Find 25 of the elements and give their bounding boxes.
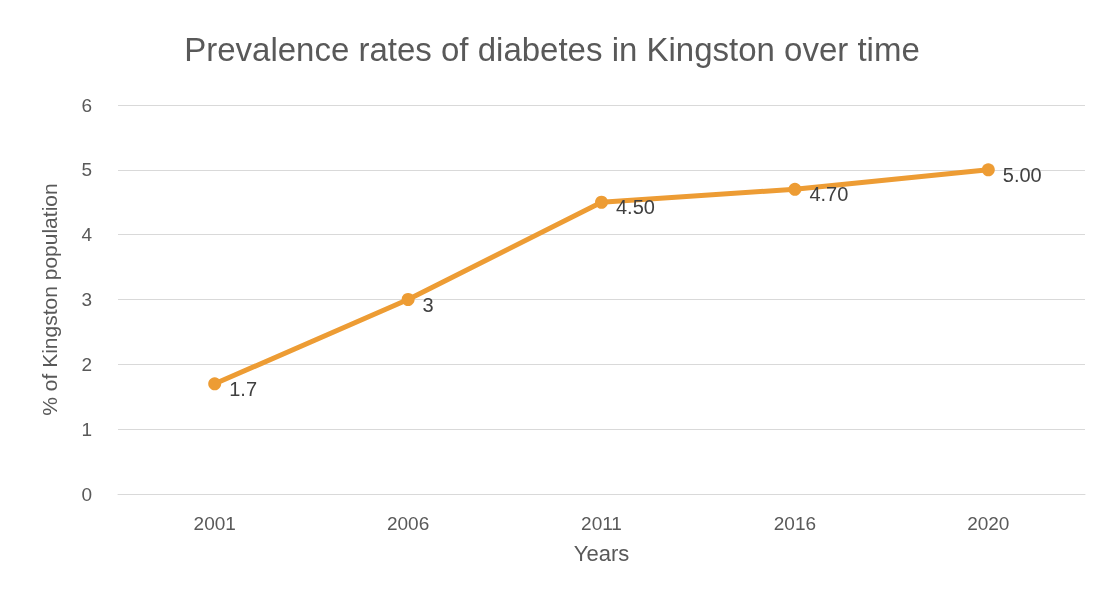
x-tick-label: 2011 [581,513,622,534]
y-tick-label: 4 [81,224,93,246]
x-tick-label: 2020 [967,513,1010,534]
y-tick-label: 0 [81,483,92,505]
data-label: 4.50 [616,196,655,219]
data-label: 3 [422,293,434,316]
x-tick-label: 2001 [193,513,236,534]
point [208,377,222,391]
y-tick-label: 3 [81,289,92,310]
y-tick-label: 5 [81,159,92,181]
y-axis-title: % of Kingston population [38,183,61,416]
point [401,293,415,306]
y-tick-label: 1 [81,418,92,440]
data-label: 1.7 [229,377,258,400]
y-tick-label: 6 [81,94,92,116]
data-label: 4.70 [809,183,849,206]
x-tick-label: 2006 [386,513,430,534]
point [595,195,608,209]
x-axis-title: Years [573,540,630,566]
chart-title: Prevalence rates of diabetes in Kingston over time [184,31,920,68]
x-tick-label: 2016 [773,513,817,534]
data-label: 5.00 [1002,163,1042,186]
y-tick-label: 2 [81,353,92,375]
point [788,182,802,196]
point [981,163,995,177]
